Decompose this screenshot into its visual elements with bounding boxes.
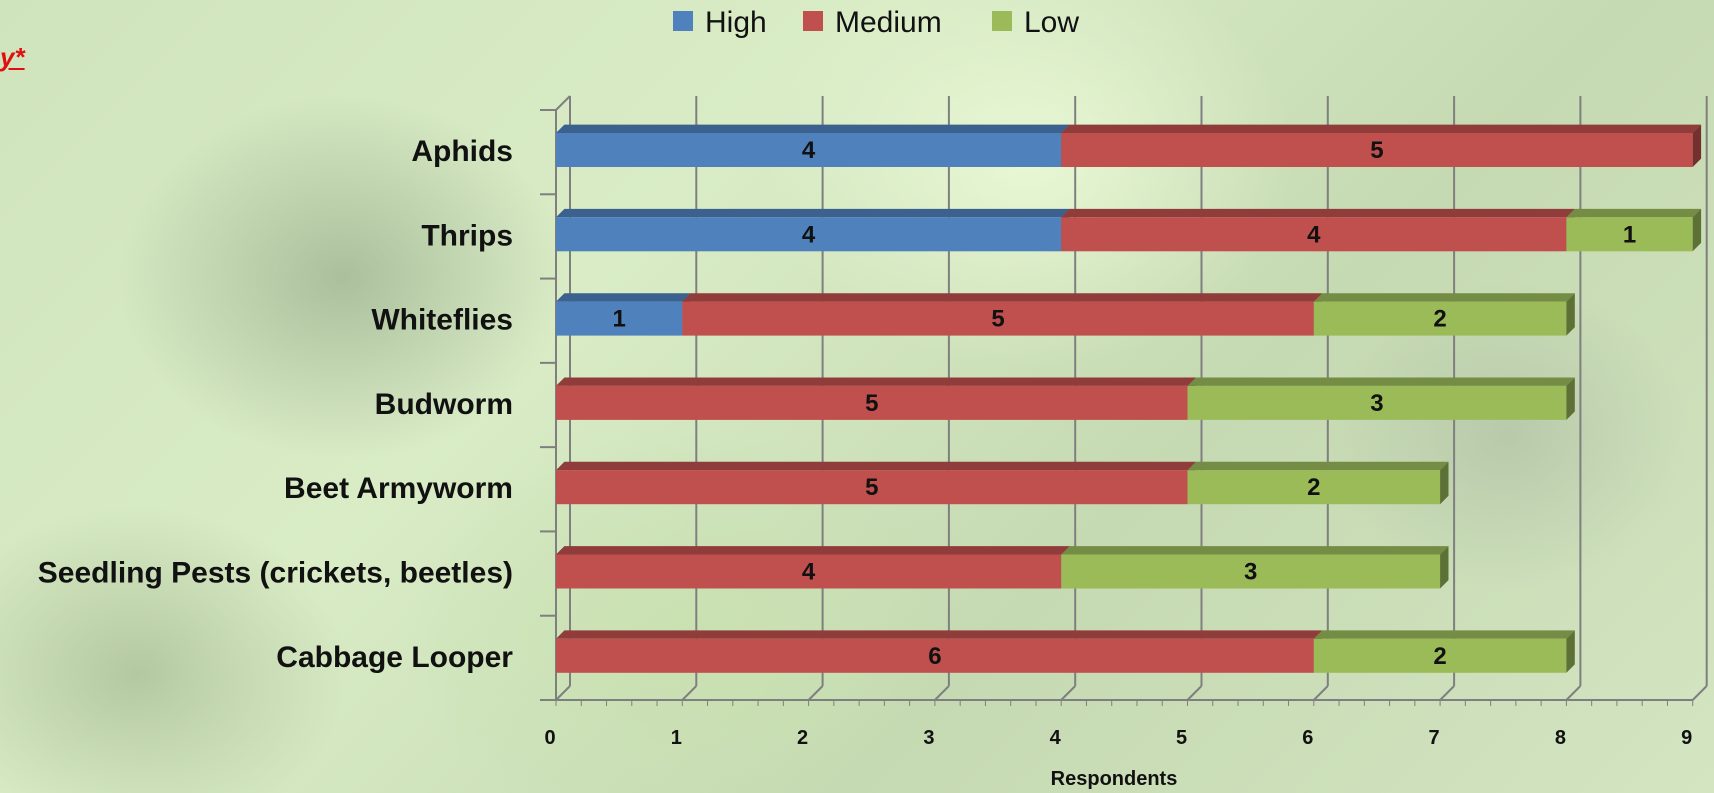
floor-gridline — [1313, 685, 1329, 701]
bar-segment — [1566, 208, 1702, 252]
data-label: 5 — [865, 390, 878, 417]
data-label: 5 — [991, 306, 1004, 333]
x-axis-title: Respondents — [1051, 768, 1178, 790]
x-tick-label: 4 — [1050, 727, 1062, 749]
floor-gridline — [681, 685, 698, 701]
bar-segment — [556, 124, 1070, 167]
bar-segment — [1061, 208, 1575, 252]
data-label: 3 — [1370, 390, 1383, 417]
category-labels: Aphids Thrips Whiteflies Budworm Beet Armywo… — [38, 135, 514, 674]
x-tick-label: 8 — [1555, 727, 1566, 749]
bar-segment — [1061, 124, 1702, 167]
chart-bars: 4 5 4 4 1 1 5 2 5 3 5 2 4 3 6 2 — [556, 124, 1702, 673]
data-label: 4 — [802, 221, 816, 248]
floor-gridline — [1565, 685, 1582, 701]
category-label: Seedling Pests (crickets, beetles) — [38, 557, 513, 590]
data-label: 1 — [612, 306, 625, 333]
bar-segment — [556, 293, 691, 336]
bar-segment — [556, 377, 1196, 420]
legend-label: Medium — [835, 6, 942, 39]
data-label: 5 — [865, 474, 878, 501]
category-label: Beet Armyworm — [284, 472, 513, 505]
x-tick-label: 0 — [544, 727, 555, 749]
legend-swatch — [803, 11, 823, 31]
corner-title-fragment: y* — [0, 42, 25, 72]
category-label: Thrips — [421, 219, 513, 252]
data-label: 4 — [1307, 221, 1321, 248]
legend-label: High — [705, 6, 767, 39]
floor-gridline — [1186, 685, 1203, 701]
data-label: 5 — [1370, 137, 1383, 164]
bar-segment — [1313, 630, 1575, 673]
data-label: 2 — [1433, 306, 1446, 333]
x-tick-label: 5 — [1176, 727, 1187, 749]
x-tick-label: 2 — [797, 727, 808, 749]
data-label: 2 — [1307, 474, 1320, 501]
category-label: Whiteflies — [371, 304, 513, 337]
floor-gridline — [555, 685, 571, 701]
category-label: Budworm — [375, 388, 513, 421]
floor-gridline — [934, 685, 950, 701]
legend-swatch — [992, 11, 1012, 31]
bar-segment — [1061, 546, 1449, 589]
data-label: 6 — [928, 643, 941, 670]
legend-swatch — [673, 11, 693, 31]
data-label: 2 — [1433, 643, 1446, 670]
bar-segment — [556, 630, 1323, 673]
bar-segment — [1187, 461, 1449, 505]
data-label: 3 — [1244, 559, 1257, 586]
category-label: Aphids — [411, 135, 513, 168]
category-label: Cabbage Looper — [276, 641, 513, 674]
data-label: 4 — [802, 137, 816, 164]
legend-item: High — [673, 6, 767, 39]
legend-label: Low — [1024, 6, 1079, 39]
floor-gridline — [1060, 685, 1076, 701]
x-tick-label: 1 — [671, 727, 682, 749]
chart-legend: High Medium Low — [673, 6, 1079, 39]
legend-item: Low — [992, 6, 1079, 39]
x-tick-label: 9 — [1681, 727, 1692, 749]
x-tick-label: 6 — [1302, 727, 1313, 749]
floor-gridline — [807, 685, 824, 701]
data-label: 4 — [802, 559, 816, 586]
bar-segment — [556, 208, 1070, 252]
legend-item: Medium — [803, 6, 942, 39]
floor-gridline — [1691, 685, 1708, 701]
x-tick-label: 7 — [1429, 727, 1440, 749]
x-tick-label: 3 — [923, 727, 934, 749]
data-label: 1 — [1623, 221, 1636, 248]
x-tick-labels: 0 1 2 3 4 5 6 7 8 9 — [544, 727, 1692, 749]
bar-segment — [1187, 377, 1575, 420]
bar-segment — [1313, 293, 1575, 336]
floor-gridline — [1439, 685, 1455, 701]
